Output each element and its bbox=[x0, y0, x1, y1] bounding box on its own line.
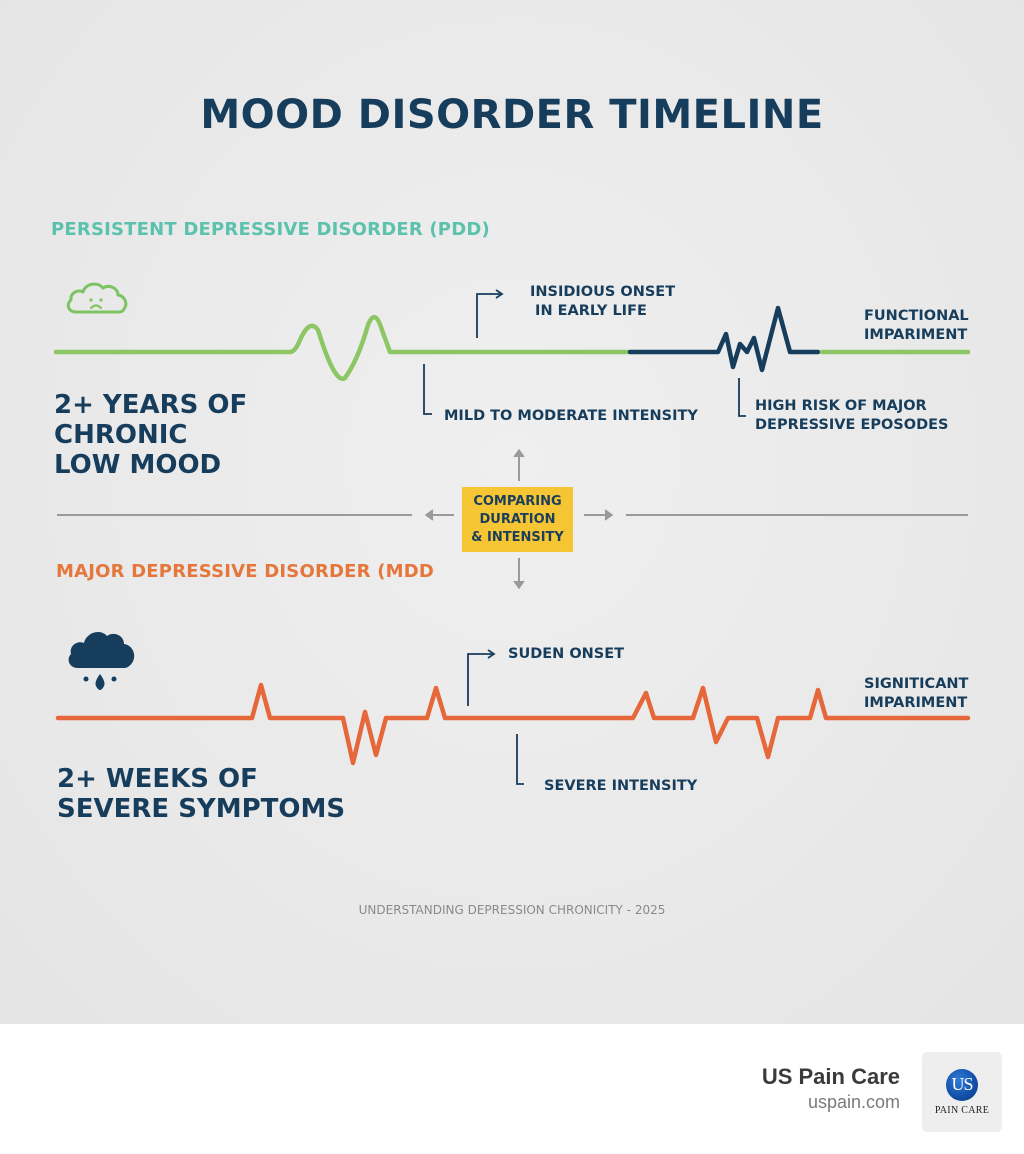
brand-logo: US PAIN CARE bbox=[922, 1052, 1002, 1132]
duration-line: 2+ YEARS OF bbox=[54, 390, 248, 420]
duration-line: SEVERE SYMPTOMS bbox=[57, 794, 346, 824]
pdd-timeline-graph bbox=[53, 289, 971, 785]
footer-caption: UNDERSTANDING DEPRESSION CHRONICITY - 20… bbox=[358, 903, 666, 917]
comparing-box: COMPARING DURATION & INTENSITY bbox=[462, 487, 573, 552]
pdd-onset-note: INSIDIOUS ONSET IN EARLY LIFE bbox=[530, 283, 675, 321]
duration-line: CHRONIC bbox=[54, 420, 188, 450]
box-line: DURATION bbox=[479, 511, 556, 527]
mdd-duration-text: 2+ WEEKS OF SEVERE SYMPTOMS bbox=[57, 764, 345, 824]
pdd-section-label: PERSISTENT DEPRESSIVE DISORDER (PDD) bbox=[51, 219, 490, 240]
pdd-risk-note: HIGH RISK OF MAJOR DEPRESSIVE EPOSODES bbox=[755, 397, 948, 435]
box-line: & INTENSITY bbox=[471, 529, 564, 545]
note-line: INSIDIOUS ONSET bbox=[530, 284, 676, 300]
pdd-duration-text: 2+ YEARS OF CHRONIC LOW MOOD bbox=[54, 390, 247, 480]
logo-text: PAIN CARE bbox=[934, 1104, 990, 1116]
rain-cloud-icon bbox=[68, 632, 135, 690]
note-line: HIGH RISK OF MAJOR bbox=[755, 398, 927, 414]
mdd-intensity-note: SEVERE INTENSITY bbox=[544, 778, 698, 794]
sad-cloud-icon bbox=[66, 282, 128, 314]
mdd-impairment-note: SIGNITICANT IMPARIMENT bbox=[864, 675, 968, 713]
mdd-onset-note: SUDEN ONSET bbox=[508, 646, 625, 662]
page-title: MOOD DISORDER TIMELINE bbox=[200, 92, 824, 138]
logo-monogram-icon: US bbox=[946, 1068, 978, 1101]
mdd-section-label: MAJOR DEPRESSIVE DISORDER (MDD bbox=[56, 561, 435, 582]
pdd-impairment-note: FUNCTIONAL IMPARIMENT bbox=[864, 307, 969, 345]
box-line: COMPARING bbox=[473, 493, 562, 509]
infographic-canvas: MOOD DISORDER TIMELINE PERSISTENT DEPRES… bbox=[0, 0, 1024, 1024]
brand-block: US Pain Care uspain.com bbox=[762, 1064, 900, 1113]
pdd-intensity-note: MILD TO MODERATE INTENSITY bbox=[444, 408, 698, 424]
duration-line: 2+ WEEKS OF bbox=[57, 764, 258, 794]
note-line: IN EARLY LIFE bbox=[530, 303, 647, 319]
note-line: IMPARIMENT bbox=[864, 695, 968, 711]
duration-line: LOW MOOD bbox=[54, 450, 222, 480]
note-line: IMPARIMENT bbox=[864, 327, 968, 343]
brand-url[interactable]: uspain.com bbox=[807, 1092, 900, 1112]
note-line: FUNCTIONAL bbox=[864, 308, 969, 324]
note-line: DEPRESSIVE EPOSODES bbox=[755, 417, 949, 433]
note-line: SIGNITICANT bbox=[864, 676, 969, 692]
brand-name: US Pain Care bbox=[761, 1064, 900, 1089]
